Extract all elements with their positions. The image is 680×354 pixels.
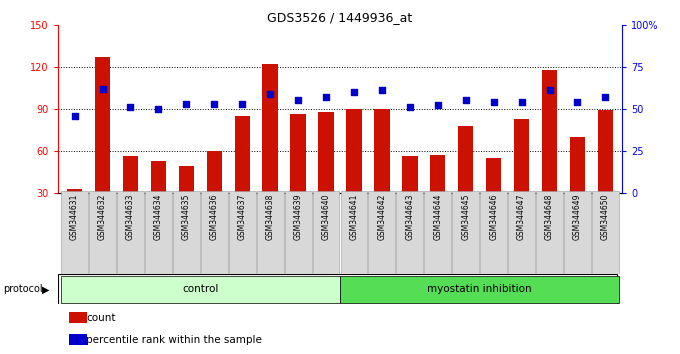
Bar <box>430 155 445 235</box>
Text: ▶: ▶ <box>42 284 50 295</box>
Bar <box>486 158 501 235</box>
Bar <box>69 334 87 345</box>
Bar <box>318 112 334 235</box>
FancyBboxPatch shape <box>592 191 619 274</box>
Text: GSM344650: GSM344650 <box>601 194 610 240</box>
Text: GSM344637: GSM344637 <box>238 194 247 240</box>
Bar <box>290 114 306 235</box>
Bar <box>542 70 557 235</box>
Point <box>377 87 388 93</box>
FancyBboxPatch shape <box>536 191 563 274</box>
Text: control: control <box>182 284 218 295</box>
FancyBboxPatch shape <box>564 191 591 274</box>
Text: GSM344643: GSM344643 <box>405 194 414 240</box>
FancyBboxPatch shape <box>201 191 228 274</box>
Point <box>405 104 415 110</box>
Point <box>181 101 192 107</box>
FancyBboxPatch shape <box>369 191 395 274</box>
Text: GSM344645: GSM344645 <box>461 194 471 240</box>
Point <box>209 101 220 107</box>
FancyBboxPatch shape <box>58 274 617 304</box>
Bar <box>69 312 87 323</box>
FancyBboxPatch shape <box>285 191 311 274</box>
Text: GSM344635: GSM344635 <box>182 194 191 240</box>
Point <box>97 86 108 92</box>
FancyBboxPatch shape <box>341 191 367 274</box>
Point <box>460 98 471 103</box>
FancyBboxPatch shape <box>61 276 340 303</box>
Bar <box>402 156 418 235</box>
FancyBboxPatch shape <box>173 191 200 274</box>
FancyBboxPatch shape <box>424 191 452 274</box>
Bar <box>262 64 278 235</box>
Bar <box>235 116 250 235</box>
Text: GSM344638: GSM344638 <box>266 194 275 240</box>
Bar <box>67 189 82 235</box>
Point <box>125 104 136 110</box>
Bar <box>458 126 473 235</box>
Text: GSM344642: GSM344642 <box>377 194 386 240</box>
Bar <box>207 151 222 235</box>
FancyBboxPatch shape <box>452 191 479 274</box>
Text: GSM344631: GSM344631 <box>70 194 79 240</box>
Text: myostatin inhibition: myostatin inhibition <box>428 284 532 295</box>
Bar <box>123 156 138 235</box>
Bar <box>151 161 166 235</box>
Text: count: count <box>86 313 116 323</box>
FancyBboxPatch shape <box>117 191 144 274</box>
Point <box>572 99 583 105</box>
Bar <box>570 137 585 235</box>
Text: protocol: protocol <box>3 284 43 295</box>
FancyBboxPatch shape <box>480 191 507 274</box>
Point <box>292 98 303 103</box>
Point <box>69 113 80 118</box>
Text: GSM344639: GSM344639 <box>294 194 303 240</box>
Text: GSM344634: GSM344634 <box>154 194 163 240</box>
Text: GSM344646: GSM344646 <box>489 194 498 240</box>
Text: GSM344647: GSM344647 <box>517 194 526 240</box>
Text: GSM344632: GSM344632 <box>98 194 107 240</box>
FancyBboxPatch shape <box>228 191 256 274</box>
Text: GSM344633: GSM344633 <box>126 194 135 240</box>
Point <box>265 91 275 97</box>
FancyBboxPatch shape <box>257 191 284 274</box>
Point <box>153 106 164 112</box>
Bar <box>95 57 110 235</box>
Title: GDS3526 / 1449936_at: GDS3526 / 1449936_at <box>267 11 413 24</box>
FancyBboxPatch shape <box>89 191 116 274</box>
FancyBboxPatch shape <box>61 191 88 274</box>
Text: GSM344648: GSM344648 <box>545 194 554 240</box>
Text: GSM344649: GSM344649 <box>573 194 582 240</box>
Bar <box>374 109 390 235</box>
Point <box>349 89 360 95</box>
Text: GSM344644: GSM344644 <box>433 194 442 240</box>
Point <box>488 99 499 105</box>
FancyBboxPatch shape <box>508 191 535 274</box>
FancyBboxPatch shape <box>340 276 619 303</box>
Text: GSM344641: GSM344641 <box>350 194 358 240</box>
Text: percentile rank within the sample: percentile rank within the sample <box>86 335 262 345</box>
Point <box>320 94 331 100</box>
Bar <box>346 109 362 235</box>
Bar <box>179 166 194 235</box>
Point <box>600 94 611 100</box>
FancyBboxPatch shape <box>145 191 172 274</box>
Bar <box>598 110 613 235</box>
Text: GSM344636: GSM344636 <box>209 194 219 240</box>
Point <box>544 87 555 93</box>
Text: GSM344640: GSM344640 <box>322 194 330 240</box>
Point <box>516 99 527 105</box>
Point <box>432 103 443 108</box>
FancyBboxPatch shape <box>313 191 339 274</box>
Bar <box>514 119 529 235</box>
FancyBboxPatch shape <box>396 191 423 274</box>
Point <box>237 101 248 107</box>
